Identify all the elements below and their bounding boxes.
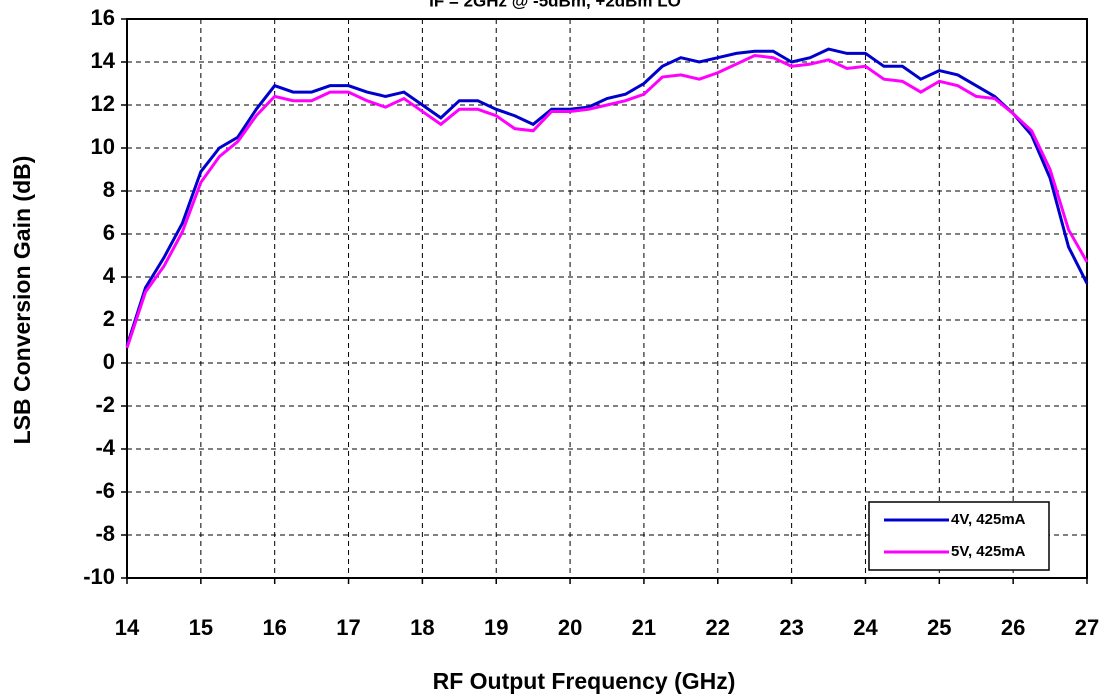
x-tick-label: 20 bbox=[558, 615, 582, 640]
y-tick-label: 0 bbox=[103, 349, 115, 374]
y-tick-label: -8 bbox=[95, 521, 115, 546]
x-tick-label: 16 bbox=[262, 615, 286, 640]
x-tick-label: 18 bbox=[410, 615, 434, 640]
y-tick-label: -4 bbox=[95, 435, 115, 460]
x-tick-label: 25 bbox=[927, 615, 951, 640]
y-tick-label: 12 bbox=[91, 91, 115, 116]
y-tick-label: 4 bbox=[103, 263, 116, 288]
x-tick-label: 24 bbox=[853, 615, 878, 640]
legend-box bbox=[868, 501, 1050, 571]
legend-label: 4V, 425mA bbox=[951, 511, 1026, 528]
y-tick-label: 14 bbox=[91, 48, 116, 73]
y-tick-label: 8 bbox=[103, 177, 115, 202]
plot-border bbox=[126, 18, 1088, 579]
x-tick-label: 22 bbox=[706, 615, 730, 640]
x-tick-label: 14 bbox=[115, 615, 140, 640]
x-tick-label: 15 bbox=[189, 615, 213, 640]
data-line bbox=[125, 47, 1089, 347]
x-tick-label: 23 bbox=[779, 615, 803, 640]
y-tick-label: 6 bbox=[103, 220, 115, 245]
y-tick-label: -2 bbox=[95, 392, 115, 417]
data-line bbox=[125, 54, 1089, 349]
x-axis-label: RF Output Frequency (GHz) bbox=[433, 668, 736, 694]
y-tick-label: -6 bbox=[95, 478, 115, 503]
x-tick-label: 21 bbox=[632, 615, 656, 640]
x-tick-label: 27 bbox=[1075, 615, 1099, 640]
x-tick-label: 19 bbox=[484, 615, 508, 640]
x-tick-label: 26 bbox=[1001, 615, 1025, 640]
y-axis-label: LSB Conversion Gain (dB) bbox=[9, 156, 35, 445]
x-tick-label: 17 bbox=[336, 615, 360, 640]
y-tick-label: -10 bbox=[83, 564, 115, 589]
y-tick-label: 16 bbox=[91, 5, 115, 30]
y-tick-label: 2 bbox=[103, 306, 115, 331]
chart-title: IF = 2GHz @ -5dBm, +2dBm LO bbox=[429, 0, 681, 10]
legend-label: 5V, 425mA bbox=[951, 543, 1026, 560]
y-tick-label: 10 bbox=[91, 134, 115, 159]
